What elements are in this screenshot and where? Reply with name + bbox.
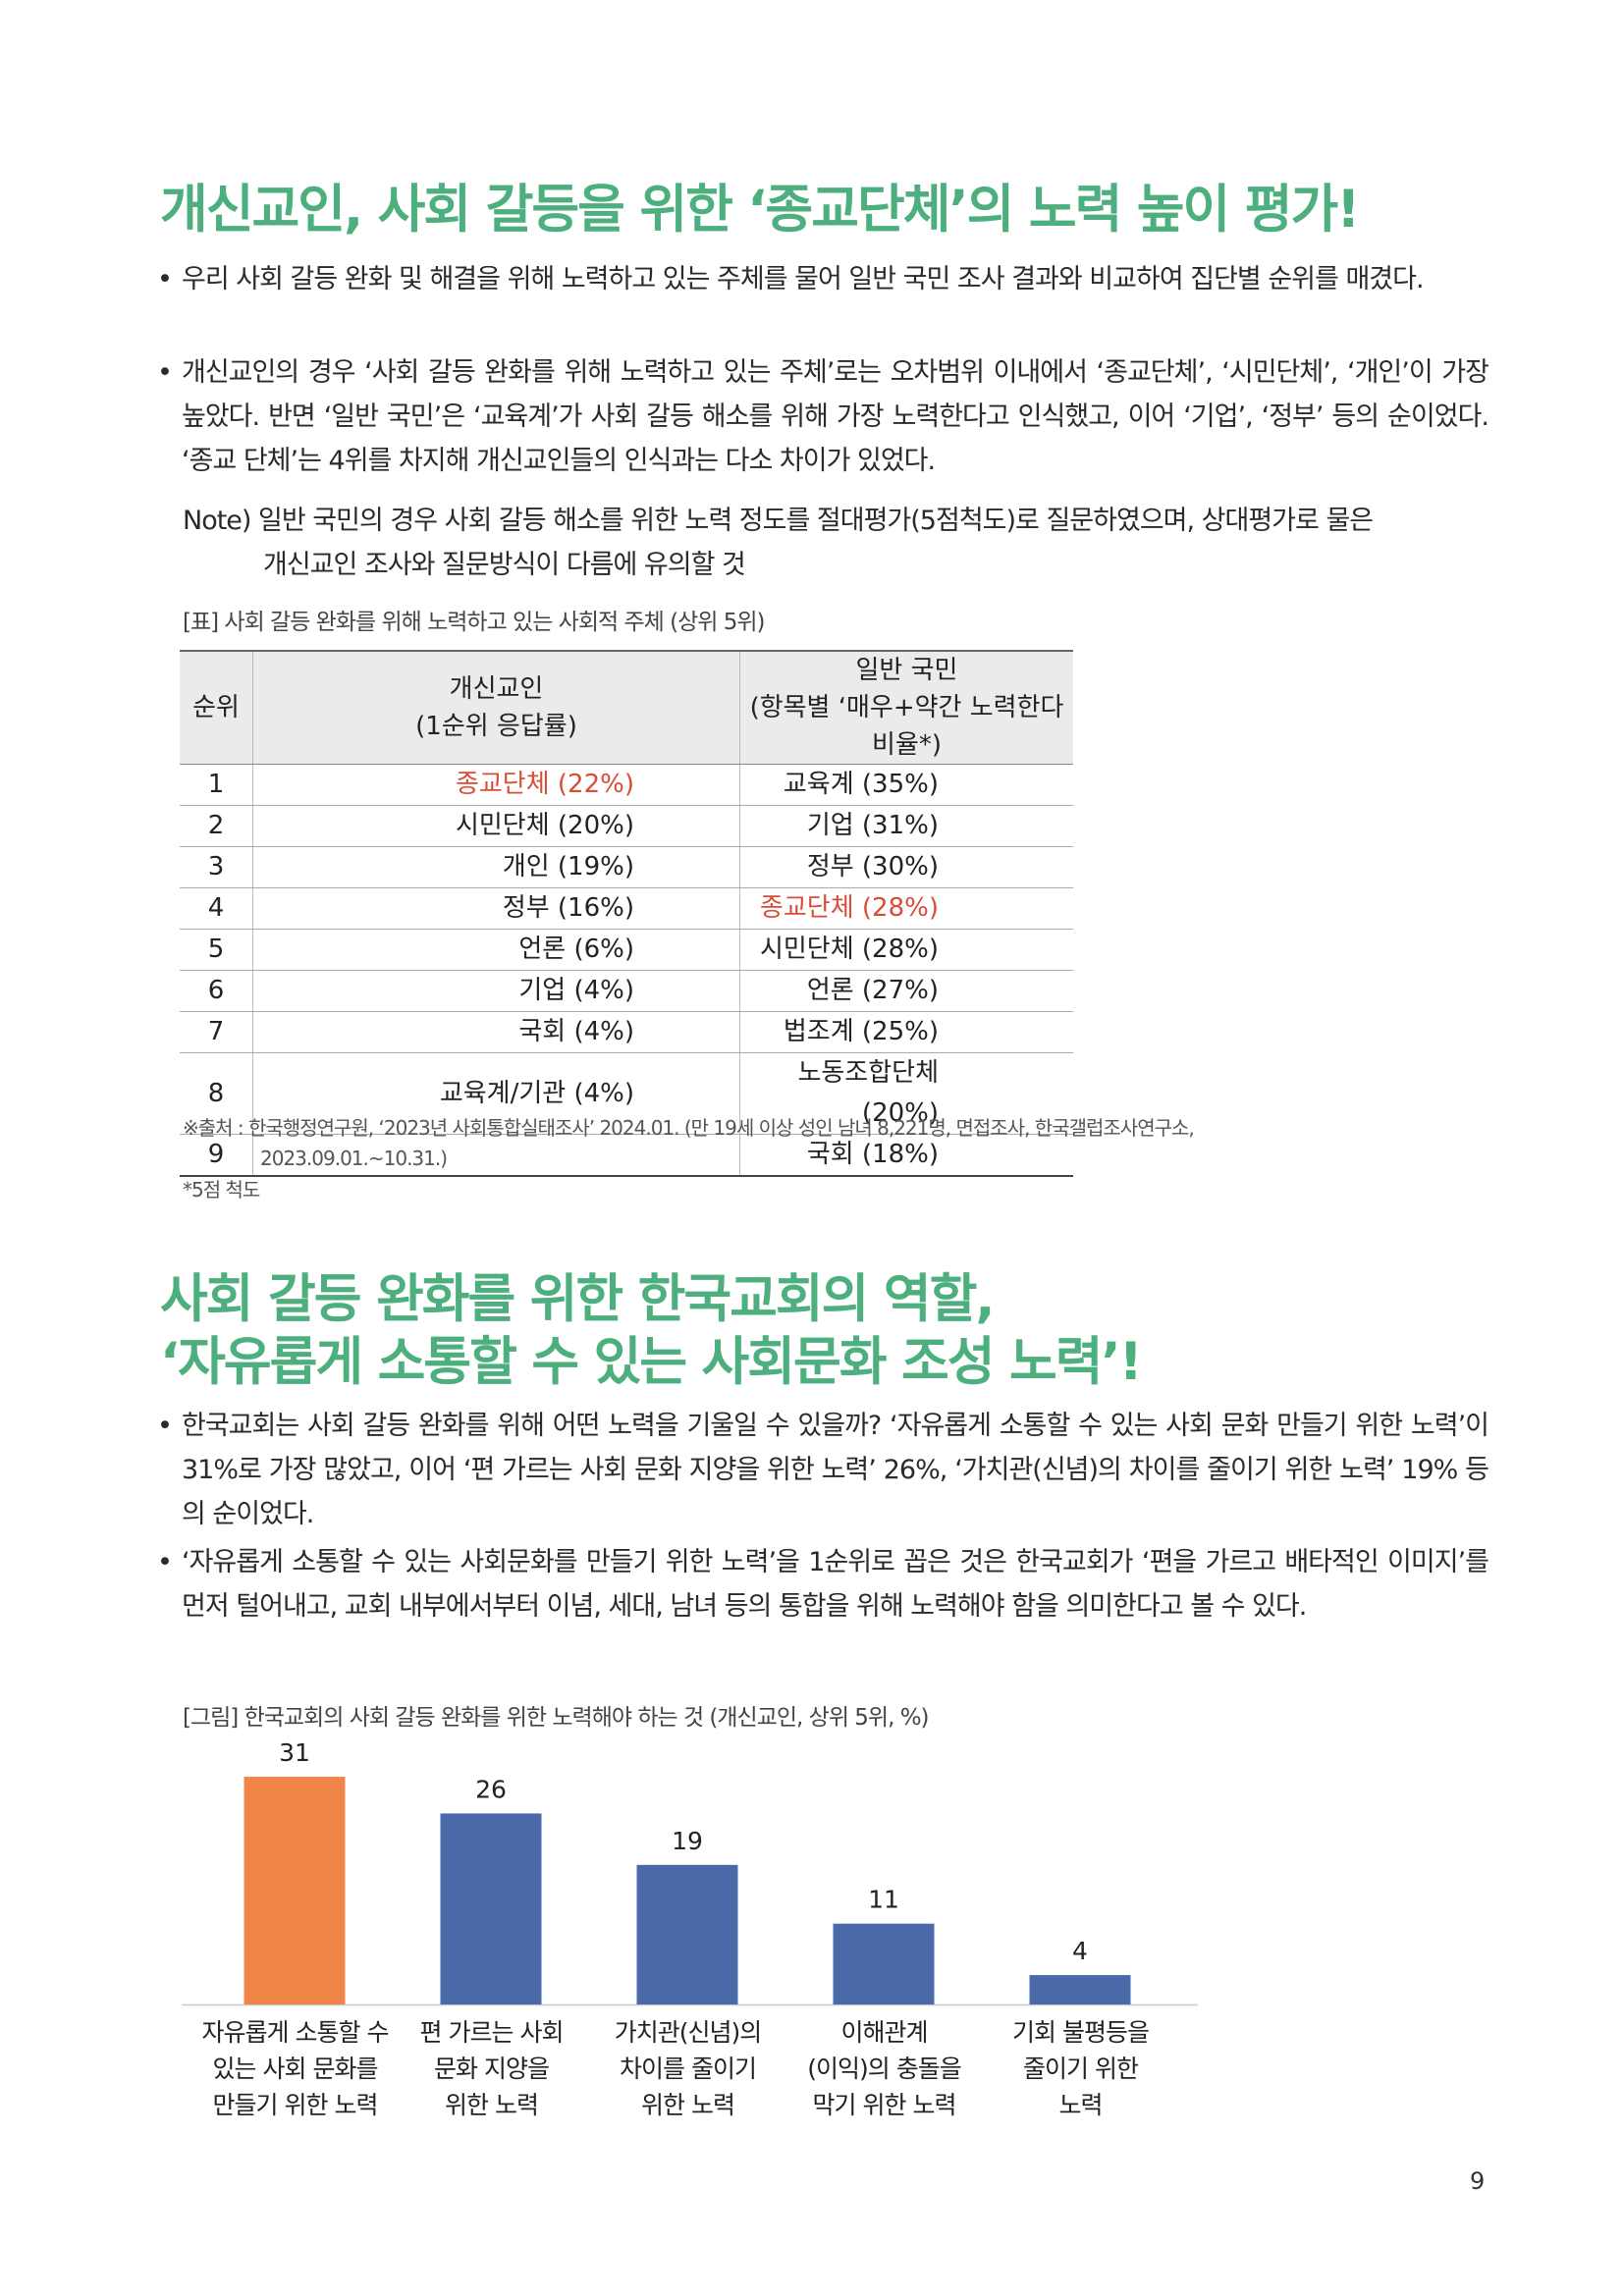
public-cell: 정부 (30%): [739, 846, 1073, 888]
section-title-church-role-2: ‘자유롭게 소통할 수 있는 사회문화 조성 노력’!: [160, 1332, 1143, 1392]
public-cell: 언론 (27%): [739, 970, 1073, 1012]
table-row: 4 정부 (16%) 종교단체 (28%): [180, 887, 1073, 930]
ranking-table: 순위 개신교인 (1순위 응답률) 일반 국민 (항목별 ‘매우+약간 노력한다…: [180, 650, 1073, 1177]
rank-cell: 1: [180, 764, 253, 806]
survey-note: Note) 일반 국민의 경우 사회 갈등 해소를 위한 노력 정도를 절대평가…: [183, 499, 1488, 587]
table-row: 2 시민단체 (20%) 기업 (31%): [180, 805, 1073, 847]
x-category-label: 가치관(신념)의 차이를 줄이기 위한 노력: [614, 2018, 763, 2119]
bullet-text: 한국교회는 사회 갈등 완화를 위해 어떤 노력을 기울일 수 있을까? ‘자유…: [182, 1411, 1489, 1529]
bar-value-label: 11: [868, 1886, 899, 1914]
bar-value-label: 26: [475, 1775, 507, 1803]
protestant-cell: 국회 (4%): [252, 1011, 740, 1053]
bullet-paragraph: • 개신교인의 경우 ‘사회 갈등 완화를 위해 노력하고 있는 주체’로는 오…: [157, 350, 1489, 483]
section-title-church-role: 사회 갈등 완화를 위한 한국교회의 역할,: [160, 1269, 996, 1329]
header-protestants-line1: 개신교인: [449, 674, 544, 704]
protestant-cell: [252, 1134, 740, 1177]
bar-value-label: 31: [279, 1738, 310, 1767]
header-protestants-line2: (1순위 응답률): [415, 712, 577, 741]
table-row: 5 언론 (6%) 시민단체 (28%): [180, 929, 1073, 971]
rank-cell: 7: [180, 1011, 253, 1053]
source-line-1: ※출처 : 한국행정연구원, ‘2023년 사회통합실태조사’ 2024.01.…: [183, 1116, 1195, 1140]
bullet-dot-icon: •: [157, 1547, 173, 1577]
bar: [1029, 1975, 1131, 2004]
x-category-label: 편 가르는 사회 문화 지양을 위한 노력: [419, 2018, 565, 2119]
table-header-row: 순위 개신교인 (1순위 응답률) 일반 국민 (항목별 ‘매우+약간 노력한다…: [180, 650, 1073, 765]
bar-value-label: 4: [1072, 1937, 1088, 1965]
bar: [243, 1777, 346, 2004]
table-footnote: *5점 척도: [183, 1178, 260, 1201]
rank-cell: 6: [180, 970, 253, 1012]
bar-value-label: 19: [672, 1827, 703, 1855]
protestant-cell: 언론 (6%): [252, 929, 740, 971]
bullet-dot-icon: •: [157, 357, 173, 388]
note-line-2: 개신교인 조사와 질문방식이 다름에 유의할 것: [263, 550, 746, 580]
rank-cell: 3: [180, 846, 253, 888]
table-row: 6 기업 (4%) 언론 (27%): [180, 970, 1073, 1012]
table-row: 7 국회 (4%) 법조계 (25%): [180, 1011, 1073, 1053]
table-source: ※출처 : 한국행정연구원, ‘2023년 사회통합실태조사’ 2024.01.…: [183, 1113, 1195, 1174]
x-category-label: 이해관계 (이익)의 충돌을 막기 위한 노력: [807, 2018, 961, 2119]
public-cell: 종교단체 (28%): [739, 887, 1073, 930]
protestant-cell: 시민단체 (20%): [252, 805, 740, 847]
rank-cell: 5: [180, 929, 253, 971]
bullet-text: 개신교인의 경우 ‘사회 갈등 완화를 위해 노력하고 있는 주체’로는 오차범…: [182, 357, 1489, 476]
table-caption: [표] 사회 갈등 완화를 위해 노력하고 있는 사회적 주체 (상위 5위): [183, 610, 765, 635]
public-cell: 교육계 (35%): [739, 764, 1073, 806]
public-cell: 국회 (18%): [739, 1134, 1073, 1177]
bar: [833, 1923, 935, 2004]
page-number: 9: [1470, 2167, 1486, 2195]
protestant-cell: 교육계/기관 (4%): [252, 1052, 740, 1135]
bullet-dot-icon: •: [157, 264, 173, 294]
table-row: 8 교육계/기관 (4%) 노동조합단체 (20%): [180, 1052, 1073, 1135]
public-cell: 시민단체 (28%): [739, 929, 1073, 971]
header-public-line1: 일반 국민: [855, 656, 958, 685]
table-row: 9 국회 (18%): [180, 1134, 1073, 1177]
table-row: 1 종교단체 (22%) 교육계 (35%): [180, 764, 1073, 806]
header-general-public: 일반 국민 (항목별 ‘매우+약간 노력한다 비율*): [739, 650, 1073, 765]
note-line-1: Note) 일반 국민의 경우 사회 갈등 해소를 위한 노력 정도를 절대평가…: [183, 506, 1374, 536]
source-line-2: 2023.09.01.~10.31.): [260, 1147, 448, 1170]
bullet-paragraph: • 한국교회는 사회 갈등 완화를 위해 어떤 노력을 기울일 수 있을까? ‘…: [157, 1404, 1489, 1536]
section-title-religious-groups: 개신교인, 사회 갈등을 위한 ‘종교단체’의 노력 높이 평가!: [160, 180, 1360, 240]
bullet-paragraph: • 우리 사회 갈등 완화 및 해결을 위해 노력하고 있는 주체를 물어 일반…: [157, 257, 1488, 301]
bar-chart: 31 26 19 11 4: [182, 1738, 1198, 2006]
protestant-cell: 개인 (19%): [252, 846, 740, 888]
protestant-cell: 종교단체 (22%): [252, 764, 740, 806]
rank-cell: 2: [180, 805, 253, 847]
public-cell: 노동조합단체 (20%): [739, 1052, 1073, 1135]
bullet-dot-icon: •: [157, 1411, 173, 1441]
rank-cell: 8: [180, 1052, 253, 1135]
x-category-label: 기회 불평등을 줄이기 위한 노력: [1012, 2018, 1150, 2119]
rank-cell: 4: [180, 887, 253, 930]
bar: [636, 1864, 738, 2004]
bullet-text: ‘자유롭게 소통할 수 있는 사회문화를 만들기 위한 노력’을 1순위로 꼽은…: [182, 1547, 1489, 1622]
x-category-label: 자유롭게 소통할 수 있는 사회 문화를 만들기 위한 노력: [201, 2018, 390, 2119]
header-protestants: 개신교인 (1순위 응답률): [252, 650, 740, 765]
public-cell: 법조계 (25%): [739, 1011, 1073, 1053]
rank-cell: 9: [180, 1134, 253, 1177]
public-cell: 기업 (31%): [739, 805, 1073, 847]
protestant-cell: 기업 (4%): [252, 970, 740, 1012]
figure-caption: [그림] 한국교회의 사회 갈등 완화를 위한 노력해야 하는 것 (개신교인,…: [183, 1705, 930, 1731]
bullet-paragraph: • ‘자유롭게 소통할 수 있는 사회문화를 만들기 위한 노력’을 1순위로 …: [157, 1540, 1489, 1629]
bar: [440, 1813, 542, 2004]
header-rank: 순위: [180, 650, 253, 765]
header-public-line2: (항목별 ‘매우+약간 노력한다 비율*): [749, 693, 1064, 760]
bullet-text: 우리 사회 갈등 완화 및 해결을 위해 노력하고 있는 주체를 물어 일반 국…: [182, 264, 1425, 294]
protestant-cell: 정부 (16%): [252, 887, 740, 930]
table-row: 3 개인 (19%) 정부 (30%): [180, 846, 1073, 888]
